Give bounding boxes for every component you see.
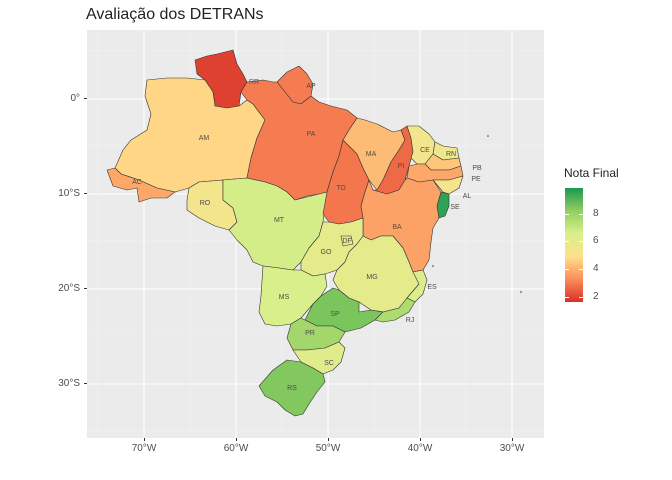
y-tick-label: 10°S <box>58 188 80 199</box>
svg-text:AP: AP <box>306 83 316 90</box>
svg-text:PA: PA <box>307 131 316 138</box>
svg-text:PR: PR <box>305 330 315 337</box>
x-tick-label: 70°W <box>131 443 157 454</box>
legend-title: Nota Final <box>564 166 619 180</box>
state-es[interactable] <box>406 269 428 303</box>
svg-text:RR: RR <box>249 79 259 86</box>
x-tick-label: 60°W <box>223 443 249 454</box>
y-tick-label: 30°S <box>58 378 80 389</box>
svg-text:RO: RO <box>200 200 211 207</box>
x-tick-label: 50°W <box>315 443 341 454</box>
svg-text:PI: PI <box>398 163 405 170</box>
legend-label: 8 <box>593 208 599 219</box>
map-panel: RR AP AM PA AC RO MT TO MA PI CE RN PB P… <box>87 30 544 438</box>
state-al[interactable] <box>432 175 464 195</box>
state-rj[interactable] <box>374 297 416 323</box>
svg-text:SP: SP <box>330 311 340 318</box>
svg-text:TO: TO <box>336 185 346 192</box>
svg-text:MT: MT <box>274 217 285 224</box>
svg-text:MS: MS <box>279 294 290 301</box>
state-df[interactable] <box>340 235 354 247</box>
svg-text:AL: AL <box>463 193 472 200</box>
svg-text:PB: PB <box>472 165 482 172</box>
state-am[interactable] <box>114 77 266 193</box>
svg-text:DF: DF <box>342 238 351 245</box>
svg-text:AC: AC <box>132 179 142 186</box>
svg-text:ES: ES <box>427 284 437 291</box>
svg-text:GO: GO <box>321 249 332 256</box>
svg-text:PE: PE <box>471 176 481 183</box>
legend-label: 4 <box>593 263 599 274</box>
legend-label: 2 <box>593 291 599 302</box>
state-pr[interactable] <box>286 317 346 351</box>
state-ac[interactable] <box>106 167 176 203</box>
x-tick-label: 40°W <box>407 443 433 454</box>
svg-text:RS: RS <box>287 385 297 392</box>
svg-text:MA: MA <box>366 151 377 158</box>
svg-text:RJ: RJ <box>406 317 415 324</box>
svg-text:CE: CE <box>420 147 430 154</box>
brazil-map: RR AP AM PA AC RO MT TO MA PI CE RN PB P… <box>87 30 544 438</box>
state-labels: RR AP AM PA AC RO MT TO MA PI CE RN PB P… <box>132 79 482 392</box>
svg-text:SE: SE <box>450 204 460 211</box>
state-rs[interactable] <box>258 359 326 417</box>
svg-text:AM: AM <box>199 135 210 142</box>
x-tick-label: 30°W <box>499 443 525 454</box>
svg-text:SC: SC <box>324 360 334 367</box>
legend-colorbar <box>565 188 583 302</box>
map-title: Avaliação dos DETRANs <box>86 6 264 23</box>
svg-text:MG: MG <box>366 274 377 281</box>
y-tick-label: 0° <box>70 93 80 104</box>
y-tick-label: 20°S <box>58 283 80 294</box>
svg-text:RN: RN <box>446 151 456 158</box>
legend-label: 6 <box>593 235 599 246</box>
svg-text:BA: BA <box>392 224 402 231</box>
